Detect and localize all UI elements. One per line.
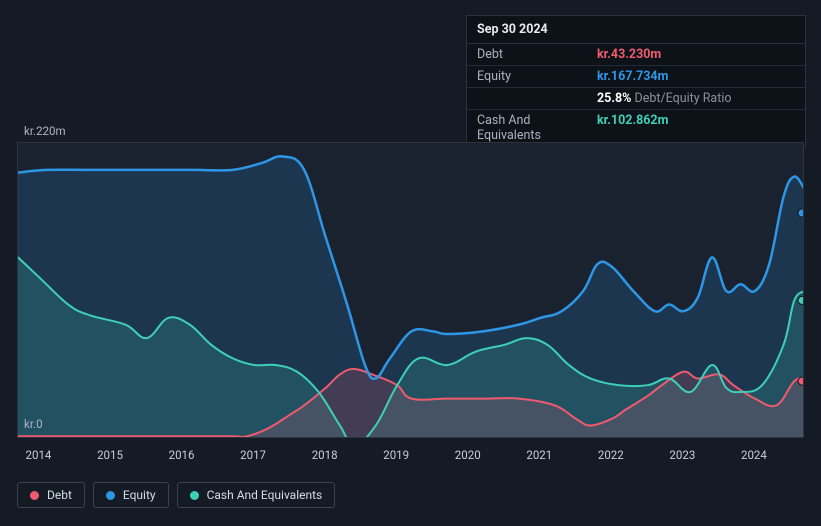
x-axis: 2014 2015 2016 2017 2018 2019 2020 2021 2022 2023…	[17, 448, 804, 464]
tooltip-row-value: 25.8% Debt/Equity Ratio	[597, 91, 732, 106]
x-axis-tick: 2021	[526, 448, 552, 462]
x-axis-tick: 2023	[669, 448, 695, 462]
chart-svg	[18, 143, 804, 438]
y-axis-max-label: kr.220m	[24, 124, 804, 138]
legend-dot-icon	[106, 491, 115, 500]
chart-plot-area[interactable]: kr.0	[17, 142, 804, 438]
tooltip-row-value: kr.43.230m	[597, 47, 661, 62]
tooltip-row-value: kr.167.734m	[597, 69, 668, 84]
x-axis-tick: 2014	[26, 448, 52, 462]
tooltip-date: Sep 30 2024	[467, 16, 805, 44]
series-end-marker	[798, 209, 804, 217]
x-axis-tick: 2017	[240, 448, 266, 462]
x-axis-tick: 2018	[312, 448, 338, 462]
tooltip-row-label: Equity	[477, 69, 597, 84]
x-axis-tick: 2022	[598, 448, 624, 462]
y-axis-min-label: kr.0	[24, 417, 43, 431]
legend-item[interactable]: Debt	[17, 482, 85, 508]
tooltip-row: 25.8% Debt/Equity Ratio	[467, 88, 805, 110]
x-axis-tick: 2016	[169, 448, 195, 462]
legend-label: Equity	[123, 488, 156, 502]
x-axis-tick: 2015	[97, 448, 123, 462]
x-axis-tick: 2020	[455, 448, 481, 462]
tooltip-row: Debtkr.43.230m	[467, 44, 805, 66]
legend-dot-icon	[30, 491, 39, 500]
legend-item[interactable]: Equity	[93, 482, 169, 508]
tooltip-row-label	[477, 91, 597, 106]
chart-container: kr.220m kr.0 2014 2015 2016 2017 2018 2019 202…	[17, 124, 804, 508]
legend-item[interactable]: Cash And Equivalents	[177, 482, 336, 508]
series-end-marker	[798, 296, 804, 304]
tooltip-row-label: Debt	[477, 47, 597, 62]
tooltip-row: Equitykr.167.734m	[467, 66, 805, 88]
chart-legend: Debt Equity Cash And Equivalents	[17, 482, 804, 508]
legend-label: Debt	[47, 488, 72, 502]
legend-label: Cash And Equivalents	[207, 488, 323, 502]
x-axis-tick: 2024	[741, 448, 767, 462]
series-end-marker	[798, 377, 804, 385]
legend-dot-icon	[190, 491, 199, 500]
x-axis-tick: 2019	[383, 448, 409, 462]
